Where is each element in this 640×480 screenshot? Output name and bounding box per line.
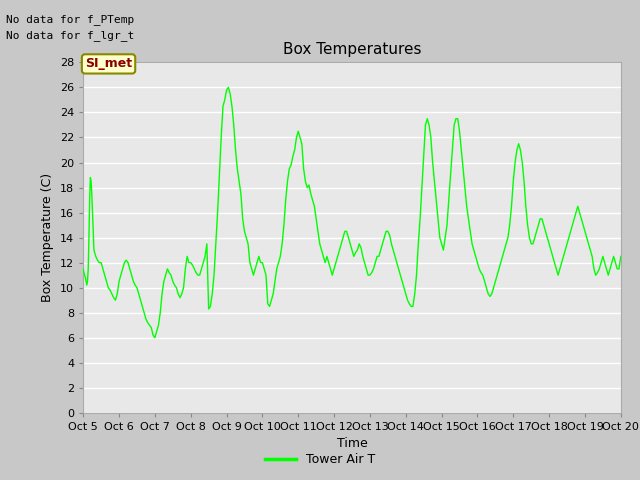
- Text: No data for f_PTemp: No data for f_PTemp: [6, 13, 134, 24]
- Text: No data for f_lgr_t: No data for f_lgr_t: [6, 30, 134, 41]
- X-axis label: Time: Time: [337, 437, 367, 450]
- Text: SI_met: SI_met: [85, 58, 132, 71]
- Legend: Tower Air T: Tower Air T: [260, 448, 380, 471]
- Y-axis label: Box Temperature (C): Box Temperature (C): [42, 173, 54, 302]
- Title: Box Temperatures: Box Temperatures: [283, 42, 421, 57]
